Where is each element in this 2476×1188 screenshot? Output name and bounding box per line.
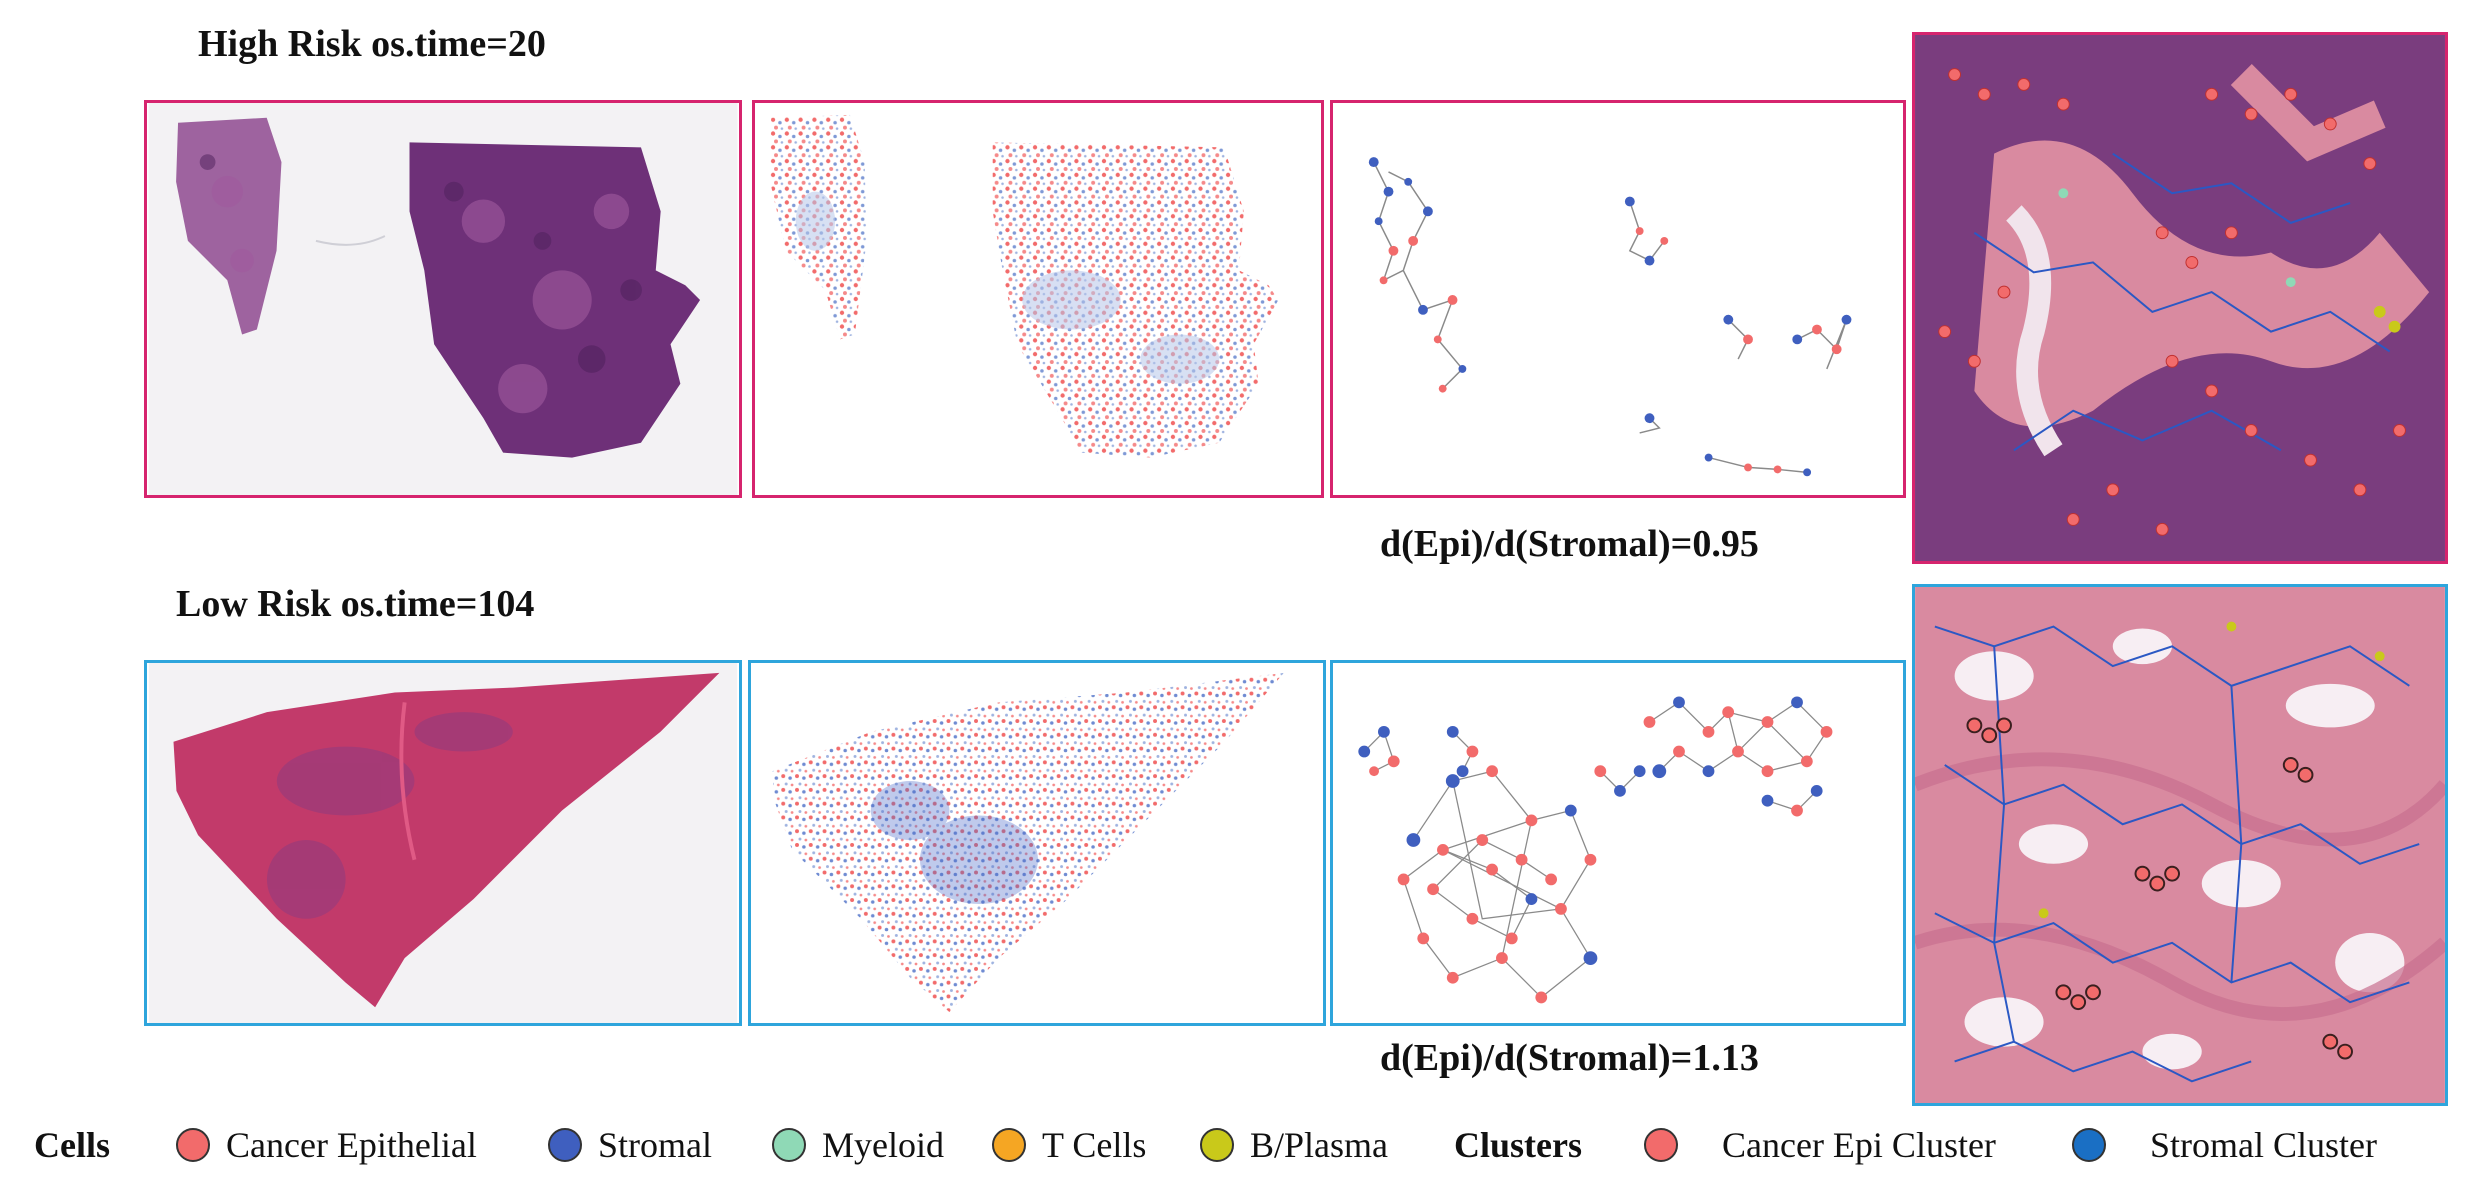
low-risk-tissue-slide — [144, 660, 742, 1026]
low-risk-cluster-graph — [1330, 660, 1906, 1026]
legend-item-myeloid: Myeloid — [772, 1110, 944, 1180]
legend-label: T Cells — [1042, 1125, 1147, 1165]
cancer-epithelial-dot-icon — [176, 1128, 210, 1162]
high-risk-cell-map — [752, 100, 1324, 498]
clusters-heading: Clusters — [1454, 1125, 1582, 1165]
legend-item-b-plasma: B/Plasma — [1200, 1110, 1388, 1180]
legend-label: Myeloid — [822, 1125, 944, 1165]
legend-label: Stromal Cluster — [2150, 1125, 2377, 1165]
myeloid-dot-icon — [772, 1128, 806, 1162]
stromal-cluster-dot-icon — [2072, 1128, 2106, 1162]
cluster-graph — [1358, 696, 1833, 1004]
legend-item-cancer-epi-cluster: Cancer Epi Cluster — [1644, 1110, 1996, 1180]
cell-scatter-map — [770, 114, 1279, 458]
b-plasma-dot-icon — [1200, 1128, 1234, 1162]
low-risk-title: Low Risk os.time=104 — [176, 583, 535, 625]
legend-label: Cancer Epithelial — [226, 1125, 477, 1165]
cell-scatter-map — [772, 672, 1284, 1013]
t-cells-dot-icon — [992, 1128, 1026, 1162]
tissue-slide-image — [148, 663, 738, 1023]
high-risk-ratio: d(Epi)/d(Stromal)=0.95 — [1380, 523, 1759, 565]
legend-cells-heading: Cells — [34, 1110, 110, 1180]
cluster-graph — [1368, 157, 1852, 477]
zoomed-tissue-patch — [1915, 587, 2445, 1103]
low-risk-zoomed-patch — [1912, 584, 2448, 1106]
low-risk-cell-map — [748, 660, 1326, 1026]
legend-label: B/Plasma — [1250, 1125, 1389, 1165]
legend: Cells Cancer Epithelial Stromal Myeloid … — [0, 1110, 2476, 1180]
high-risk-tissue-slide — [144, 100, 742, 498]
tissue-slide-image — [148, 103, 738, 495]
high-risk-cluster-graph — [1330, 100, 1906, 498]
legend-item-stromal-cluster: Stromal Cluster — [2072, 1110, 2377, 1180]
legend-clusters-heading: Clusters — [1454, 1110, 1582, 1180]
legend-item-t-cells: T Cells — [992, 1110, 1146, 1180]
legend-label: Cancer Epi Cluster — [1722, 1125, 1996, 1165]
high-risk-zoomed-patch — [1912, 32, 2448, 564]
legend-item-stromal: Stromal — [548, 1110, 712, 1180]
cells-heading: Cells — [34, 1125, 110, 1165]
zoomed-tissue-patch — [1915, 35, 2445, 561]
low-risk-ratio: d(Epi)/d(Stromal)=1.13 — [1380, 1037, 1759, 1079]
stromal-dot-icon — [548, 1128, 582, 1162]
cancer-epi-cluster-dot-icon — [1644, 1128, 1678, 1162]
legend-item-cancer-epithelial: Cancer Epithelial — [176, 1110, 477, 1180]
high-risk-title: High Risk os.time=20 — [198, 23, 546, 65]
legend-label: Stromal — [598, 1125, 712, 1165]
